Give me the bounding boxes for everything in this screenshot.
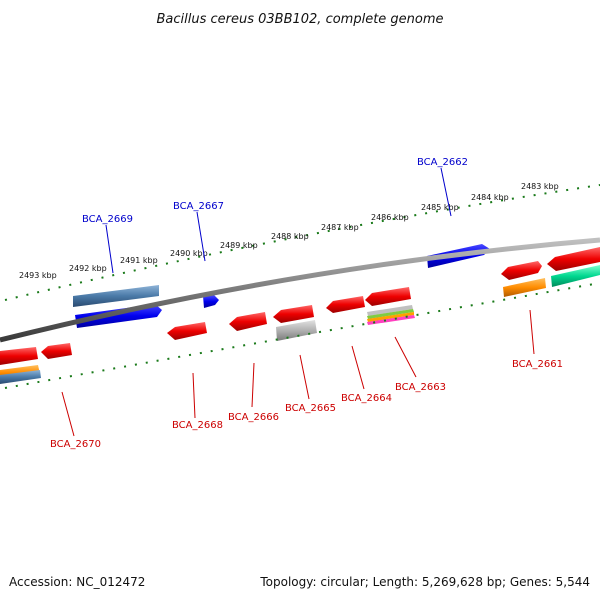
gene-arrow [551,265,600,287]
gene-arrow [229,312,267,331]
callout-line [196,211,206,262]
gene-arrow [73,285,159,307]
genome-summary-text: Topology: circular; Length: 5,269,628 bp… [259,575,590,589]
callout-line [351,345,365,390]
map-title: Bacillus cereus 03BB102, complete genome [156,12,443,27]
scale-label: 2485 kbp [421,203,459,212]
scale-label: 2490 kbp [170,249,208,258]
callout-line [529,309,535,355]
scale-label: 2492 kbp [69,264,107,273]
gene-arrow [501,261,542,280]
gene-arrow [367,315,415,325]
gene-arrow [203,295,219,308]
gene-label-bca-2665: BCA_2665 [285,403,336,414]
gene-label-bca-2663: BCA_2663 [395,382,446,393]
gene-label-bca-2662: BCA_2662 [417,157,468,168]
callout-line [299,354,310,400]
gene-arrow [0,370,41,384]
gene-arrow [367,312,414,322]
callout-line [394,336,417,378]
callout-line [61,391,75,437]
forward-genes [73,244,600,328]
scale-label: 2483 kbp [521,182,559,191]
gene-arrow [276,320,317,341]
scale-label: 2493 kbp [19,271,57,280]
callout-line [192,372,196,419]
reverse-gene-labels: BCA_2670 BCA_2668 BCA_2666 BCA_2665 BCA_… [50,309,563,450]
scale-label: 2489 kbp [220,241,258,250]
gene-arrow [41,343,72,359]
forward-scale-ruler [4,184,600,301]
scale-labels: 2493 kbp 2492 kbp 2491 kbp 2490 kbp 2489… [19,182,559,280]
gene-label-bca-2669: BCA_2669 [82,214,133,225]
gene-arrow [367,309,414,319]
genome-backbone [0,237,600,343]
gene-arrow [365,287,411,306]
scale-label: 2488 kbp [271,232,309,241]
gene-label-bca-2664: BCA_2664 [341,393,392,404]
gene-arrow [503,278,546,297]
gene-arrow [547,247,600,271]
reverse-genes [0,287,415,384]
gene-label-bca-2661: BCA_2661 [512,359,563,370]
callout-line [251,362,255,408]
gene-label-bca-2667: BCA_2667 [173,201,224,212]
scale-label: 2486 kbp [371,213,409,222]
gene-arrow [0,347,38,365]
accession-text: Accession: NC_012472 [9,575,145,589]
gene-label-bca-2668: BCA_2668 [172,420,223,431]
forward-gene-labels: BCA_2669 BCA_2667 BCA_2662 [82,157,468,274]
gene-label-bca-2666: BCA_2666 [228,412,279,423]
callout-line [105,224,114,274]
gene-arrow [367,305,413,316]
gene-label-bca-2670: BCA_2670 [50,439,101,450]
callout-line [440,167,452,217]
gene-arrow [326,296,365,313]
scale-label: 2491 kbp [120,256,158,265]
gene-arrow [273,305,314,323]
gene-arrow [167,322,207,340]
scale-label: 2487 kbp [321,223,359,232]
scale-label: 2484 kbp [471,193,509,202]
